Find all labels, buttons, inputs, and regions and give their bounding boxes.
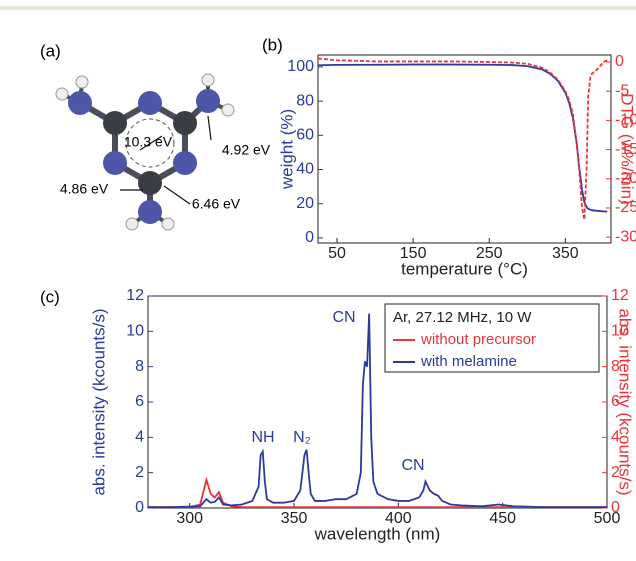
- y-axis-label: weight (%): [277, 109, 296, 190]
- y-tick-label: 0: [305, 229, 314, 246]
- y2-axis-label: DTG (w%/min): [618, 93, 636, 204]
- y-axis-label: abs. intensity (kcounts/s): [89, 308, 108, 495]
- molecule-panel: (a) 10.3 eV 4.92 eV 4.86 eV 6.46 eV: [40, 41, 271, 230]
- y-tick-label: 60: [296, 127, 314, 144]
- energy-label: 6.46 eV: [192, 196, 241, 212]
- y2-tick-label: 0: [611, 499, 620, 516]
- x-axis-label: wavelength (nm): [314, 524, 441, 543]
- y-tick-label: 4: [135, 429, 144, 446]
- x-tick-label: 450: [489, 510, 516, 527]
- x-tick-label: 350: [552, 245, 579, 262]
- y-tick-label: 6: [135, 393, 144, 410]
- y2-tick-label: -30: [615, 228, 636, 245]
- panel-label: (a): [40, 41, 61, 60]
- x-tick-label: 350: [281, 510, 308, 527]
- top-rule: [0, 6, 636, 10]
- legend-label: without precursor: [420, 331, 536, 348]
- panel-label: (b): [262, 35, 283, 54]
- annotation: CN: [332, 309, 355, 326]
- annotation: CN: [401, 457, 424, 474]
- y2-tick-label: 12: [611, 287, 629, 304]
- y-tick-label: 8: [135, 358, 144, 375]
- legend-title: Ar, 27.12 MHz, 10 W: [393, 309, 532, 326]
- x-tick-label: 50: [328, 245, 346, 262]
- x-tick-label: 300: [176, 510, 203, 527]
- energy-label: 4.86 eV: [60, 181, 109, 197]
- y-tick-label: 12: [126, 287, 144, 304]
- y-tick-label: 100: [287, 58, 314, 75]
- x-axis-label: temperature (°C): [401, 259, 528, 278]
- plot-frame: [318, 55, 611, 243]
- energy-label: 10.3 eV: [124, 134, 173, 150]
- y-tick-label: 20: [296, 195, 314, 212]
- y2-tick-label: 0: [615, 53, 624, 70]
- y-tick-label: 2: [135, 464, 144, 481]
- annotation: NH: [251, 429, 274, 446]
- figure: (a) 10.3 eV 4.92 eV 4.86 eV 6.46 eV: [0, 0, 636, 556]
- annotation: N₂: [293, 429, 311, 446]
- series-line: [318, 65, 607, 212]
- energy-label: 4.92 eV: [222, 142, 271, 158]
- y-tick-label: 0: [135, 499, 144, 516]
- series-line: [318, 59, 607, 220]
- y-tick-label: 10: [126, 323, 144, 340]
- y2-axis-label: abs. intensity (kcounts/s): [616, 308, 635, 495]
- arrows: [120, 116, 211, 204]
- y-tick-label: 80: [296, 92, 314, 109]
- legend-label: with melamine: [420, 353, 517, 370]
- y-tick-label: 40: [296, 161, 314, 178]
- panel-label: (c): [40, 287, 60, 306]
